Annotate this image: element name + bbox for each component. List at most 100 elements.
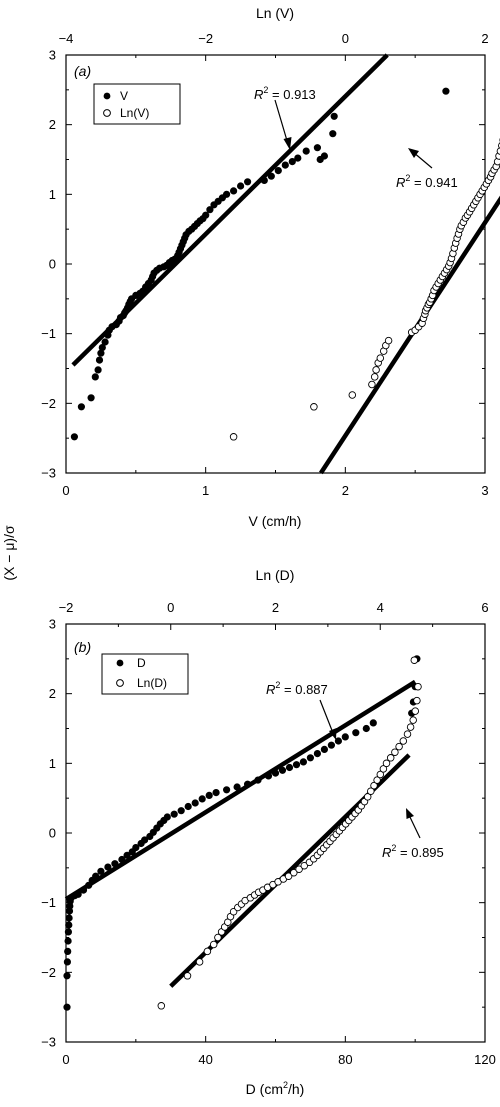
data-point-d bbox=[132, 843, 140, 852]
data-point-ln-d bbox=[379, 765, 388, 773]
y-tick-label: −2 bbox=[41, 396, 56, 411]
data-point-d bbox=[352, 729, 360, 737]
data-point-v bbox=[206, 206, 214, 214]
data-point-d bbox=[85, 881, 93, 889]
data-point-v bbox=[223, 190, 231, 198]
data-point-d bbox=[118, 855, 126, 864]
y-tick-label: 3 bbox=[49, 617, 56, 632]
data-point-d bbox=[313, 749, 322, 758]
data-point-ln-v bbox=[229, 433, 238, 441]
data-point-ln-d bbox=[376, 770, 385, 779]
data-point-d bbox=[64, 947, 72, 956]
data-point-ln-d bbox=[410, 656, 419, 664]
panel-a-points bbox=[70, 87, 500, 441]
data-point-d bbox=[223, 786, 231, 794]
data-point-d bbox=[212, 788, 220, 797]
x-tick-label-top: −2 bbox=[198, 31, 213, 46]
panel-a-label: (a) bbox=[74, 63, 91, 79]
data-point-ln-d bbox=[195, 958, 204, 966]
x-tick-label-bottom: 0 bbox=[62, 1052, 69, 1067]
data-point-d bbox=[292, 761, 301, 769]
data-point-d bbox=[141, 836, 149, 844]
y-tick-label: −1 bbox=[41, 895, 56, 910]
x-tick-label-top: −2 bbox=[59, 600, 74, 615]
data-point-v bbox=[70, 433, 78, 441]
data-point-ln-d bbox=[284, 872, 293, 880]
panel-b-r2-arrow-1-line bbox=[319, 699, 334, 734]
legend-label-v: V bbox=[120, 89, 128, 103]
data-point-v bbox=[101, 338, 109, 346]
panel-a-legend: V Ln(V) bbox=[93, 83, 181, 125]
data-point-d bbox=[299, 758, 308, 766]
data-point-d bbox=[65, 914, 73, 922]
panel-a-r2-annotation-2: R2 = 0.941 bbox=[396, 173, 458, 190]
data-point-d bbox=[65, 921, 73, 929]
y-tick-label: 2 bbox=[49, 117, 56, 132]
data-point-d bbox=[64, 937, 72, 945]
data-point-ln-d bbox=[391, 748, 399, 756]
data-point-ln-d bbox=[157, 1002, 166, 1010]
data-point-v bbox=[294, 154, 302, 162]
x-tick-label-bottom: 120 bbox=[474, 1052, 496, 1067]
data-point-ln-d bbox=[209, 940, 218, 949]
data-point-d bbox=[177, 807, 185, 815]
legend-marker-d bbox=[116, 659, 124, 667]
data-point-d bbox=[278, 766, 287, 774]
fit-line-1 bbox=[64, 679, 417, 902]
data-point-ln-d bbox=[406, 723, 415, 731]
panel-b-r2-annotation-1: R2 = 0.887 bbox=[266, 680, 328, 697]
data-point-ln-d bbox=[403, 730, 412, 738]
data-point-d bbox=[104, 863, 112, 871]
data-point-v bbox=[442, 87, 450, 95]
data-point-ln-v bbox=[348, 391, 357, 399]
data-point-ln-d bbox=[370, 781, 378, 790]
data-point-ln-d bbox=[363, 793, 372, 801]
data-point-v bbox=[274, 167, 282, 175]
data-point-v bbox=[260, 176, 268, 184]
legend-marker-lnv bbox=[103, 109, 111, 117]
data-point-ln-d bbox=[183, 972, 192, 980]
y-tick-label: −1 bbox=[41, 326, 56, 341]
y-tick-label: 1 bbox=[49, 756, 56, 771]
data-point-v bbox=[244, 178, 252, 186]
data-point-ln-d bbox=[295, 865, 303, 873]
panel-b-x-axis-label: D (cm2/h) bbox=[246, 1080, 305, 1097]
data-point-d bbox=[97, 867, 105, 875]
panel-a-r2-arrow-1-head bbox=[283, 137, 292, 150]
panel-a-r2-arrow-2-head bbox=[408, 148, 419, 158]
x-tick-label-bottom: 0 bbox=[62, 483, 69, 498]
data-point-d bbox=[79, 886, 88, 894]
x-tick-label-top: 0 bbox=[342, 31, 349, 46]
y-tick-label: 0 bbox=[49, 257, 56, 272]
data-point-v bbox=[288, 158, 296, 166]
legend-label-lnd: Ln(D) bbox=[137, 676, 167, 690]
data-point-d bbox=[244, 780, 252, 788]
data-point-d bbox=[63, 958, 71, 966]
panel-b-ticks: −3 −2 −1 0 1 2 3 0 40 80 120 −2 0 2 4 6 bbox=[41, 600, 496, 1067]
y-tick-label: 3 bbox=[49, 48, 56, 63]
y-tick-label: 1 bbox=[49, 187, 56, 202]
data-point-d bbox=[306, 754, 315, 762]
data-point-ln-d bbox=[203, 947, 212, 956]
panel-b-r2-arrow-2-head bbox=[406, 808, 414, 819]
data-point-v bbox=[329, 130, 337, 138]
data-point-d bbox=[254, 776, 262, 784]
data-point-ln-d bbox=[300, 861, 309, 870]
data-point-ln-d bbox=[382, 759, 391, 768]
panel-a-r2-arrow-1-line bbox=[274, 99, 289, 145]
data-point-ln-v bbox=[384, 336, 393, 345]
data-point-ln-d bbox=[399, 737, 408, 745]
data-point-v bbox=[77, 403, 85, 411]
data-point-ln-d bbox=[395, 742, 403, 751]
data-point-d bbox=[163, 813, 171, 821]
data-point-ln-d bbox=[214, 933, 222, 942]
panel-b-legend: D Ln(D) bbox=[101, 653, 189, 695]
data-point-d bbox=[64, 928, 72, 936]
data-point-v bbox=[237, 182, 245, 190]
data-point-v bbox=[202, 211, 210, 219]
x-tick-label-top: 0 bbox=[167, 600, 174, 615]
data-point-v bbox=[95, 356, 104, 364]
data-point-d bbox=[369, 719, 377, 727]
